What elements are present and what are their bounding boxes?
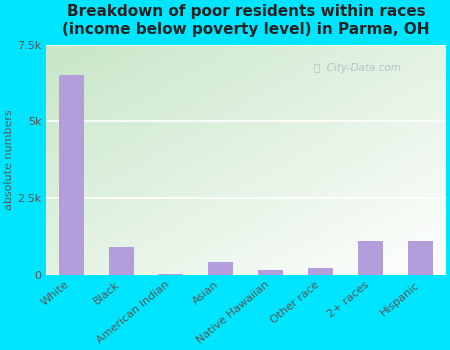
Bar bbox=[108, 247, 134, 275]
Bar bbox=[208, 262, 234, 275]
Bar bbox=[308, 268, 333, 275]
Bar bbox=[408, 241, 433, 275]
Title: Breakdown of poor residents within races
(income below poverty level) in Parma, : Breakdown of poor residents within races… bbox=[62, 4, 430, 36]
Text: ⓘ  City-Data.com: ⓘ City-Data.com bbox=[314, 63, 401, 73]
Y-axis label: absolute numbers: absolute numbers bbox=[4, 109, 14, 210]
Bar bbox=[258, 270, 284, 275]
Bar bbox=[58, 75, 84, 275]
Bar bbox=[158, 274, 184, 275]
Bar bbox=[358, 241, 383, 275]
